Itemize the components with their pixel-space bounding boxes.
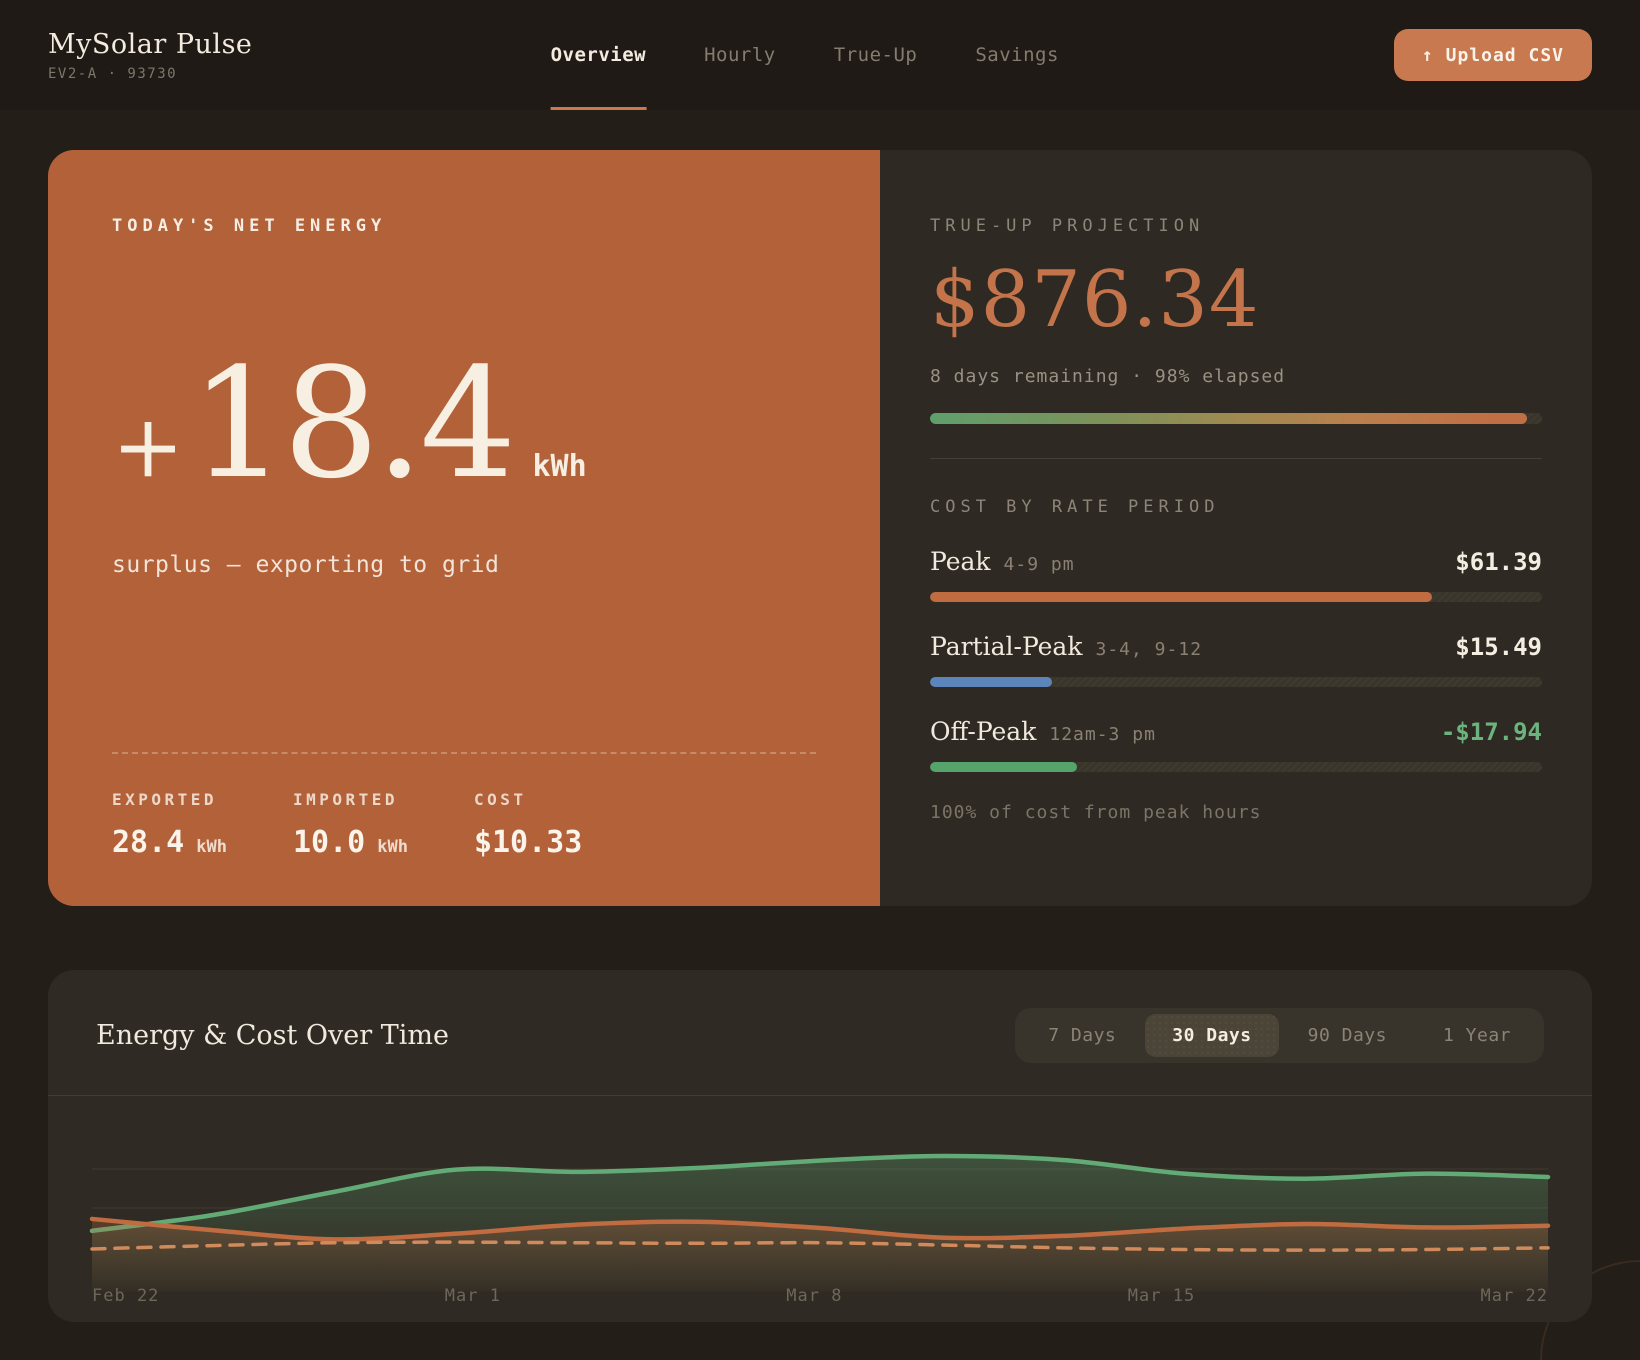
stat-label: IMPORTED (292, 790, 399, 809)
chart-title: Energy & Cost Over Time (96, 1020, 450, 1051)
true-up-subtext: 8 days remaining · 98% elapsed (930, 365, 1286, 387)
app-title: MySolar Pulse (48, 28, 253, 60)
rate-bar-fill (930, 591, 1432, 602)
net-energy-sign: + (112, 397, 185, 497)
rate-name: Off-Peak (930, 716, 1037, 746)
rate-hours: 12am-3 pm (1049, 723, 1156, 745)
chart-area (48, 1095, 1592, 1292)
stat-value: 28.4 (112, 825, 185, 860)
upload-csv-button[interactable]: ↑ Upload CSV (1393, 29, 1592, 81)
rate-row-off-peak: Off-Peak 12am-3 pm -$17.94 (930, 717, 1542, 772)
rate-row-peak: Peak 4-9 pm $61.39 (930, 547, 1542, 602)
upload-csv-label: Upload CSV (1445, 44, 1564, 66)
net-energy-value: 18.4 (190, 335, 516, 512)
panel-divider (930, 457, 1542, 459)
tab-savings[interactable]: Savings (975, 44, 1059, 66)
net-energy-heading: TODAY'S NET ENERGY (112, 216, 387, 236)
rate-bar-track (930, 761, 1542, 772)
true-up-amount: $876.34 (930, 255, 1260, 345)
page-body: TODAY'S NET ENERGY + 18.4 kWh surplus — … (0, 110, 1640, 1322)
range-30-days[interactable]: 30 Days (1145, 1014, 1279, 1057)
rate-hours: 4-9 pm (1003, 553, 1075, 575)
stat-unit: kWh (196, 837, 227, 857)
x-tick-label: Mar 22 (1480, 1286, 1548, 1306)
stat-unit: kWh (377, 837, 408, 857)
stat-exported: EXPORTED 28.4 kWh (112, 790, 227, 860)
net-energy-unit: kWh (532, 449, 587, 484)
rate-hours: 3-4, 9-12 (1095, 638, 1203, 660)
energy-cost-card: Energy & Cost Over Time 7 Days 30 Days 9… (48, 970, 1592, 1322)
rate-bar-fill (930, 761, 1077, 772)
net-energy-value-row: + 18.4 kWh (112, 348, 816, 500)
net-energy-card: TODAY'S NET ENERGY + 18.4 kWh surplus — … (48, 150, 880, 906)
range-7-days[interactable]: 7 Days (1021, 1014, 1143, 1057)
rate-bar-fill (930, 676, 1053, 687)
hero-card: TODAY'S NET ENERGY + 18.4 kWh surplus — … (48, 150, 1592, 906)
upload-arrow-icon: ↑ (1421, 44, 1434, 66)
meter-id: EV2-A · 93730 (48, 65, 178, 82)
rate-amount: $61.39 (1455, 547, 1542, 576)
energy-cost-chart (89, 1153, 1551, 1292)
true-up-progress-fill (930, 412, 1527, 424)
stats-row: EXPORTED 28.4 kWh IMPORTED 10.0 kWh COST (112, 790, 816, 860)
stats-divider (112, 752, 816, 754)
range-1-year[interactable]: 1 Year (1416, 1014, 1538, 1057)
x-tick-label: Feb 22 (92, 1286, 160, 1306)
stat-cost: COST $10.33 (474, 790, 594, 860)
rate-row-partial-peak: Partial-Peak 3-4, 9-12 $15.49 (930, 632, 1542, 687)
tab-hourly[interactable]: Hourly (704, 44, 776, 66)
rate-amount: -$17.94 (1440, 717, 1542, 746)
brand-block: MySolar Pulse EV2-A · 93730 (48, 29, 252, 82)
true-up-panel: TRUE-UP PROJECTION $876.34 8 days remain… (880, 150, 1592, 906)
true-up-heading: TRUE-UP PROJECTION (930, 216, 1205, 236)
stat-label: COST (473, 790, 527, 809)
stat-label: EXPORTED (112, 790, 218, 809)
x-tick-label: Mar 15 (1127, 1286, 1196, 1306)
rate-period-heading: COST BY RATE PERIOD (930, 496, 1220, 517)
tab-true-up[interactable]: True-Up (833, 44, 918, 66)
rate-name: Peak (930, 546, 991, 576)
x-tick-label: Mar 1 (444, 1286, 501, 1306)
rate-bar-track (930, 676, 1542, 687)
x-tick-label: Mar 8 (786, 1286, 843, 1306)
stat-imported: IMPORTED 10.0 kWh (293, 790, 408, 860)
tab-overview[interactable]: Overview (550, 0, 647, 110)
rate-name: Partial-Peak (930, 631, 1083, 661)
top-bar: MySolar Pulse EV2-A · 93730 Overview Hou… (0, 0, 1640, 110)
rate-footnote: 100% of cost from peak hours (930, 801, 1262, 823)
true-up-progressbar (930, 412, 1542, 424)
stat-value: $10.33 (473, 825, 583, 860)
chart-x-axis: Feb 22 Mar 1 Mar 8 Mar 15 Mar 22 (48, 1286, 1592, 1306)
net-energy-status: surplus — exporting to grid (112, 552, 500, 578)
rate-bar-track (930, 591, 1542, 602)
stat-value: 10.0 (292, 825, 366, 860)
rate-amount: $15.49 (1455, 632, 1542, 661)
main-nav: Overview Hourly True-Up Savings (550, 0, 1059, 110)
range-90-days[interactable]: 90 Days (1281, 1014, 1414, 1057)
range-selector: 7 Days 30 Days 90 Days 1 Year (1015, 1008, 1544, 1063)
